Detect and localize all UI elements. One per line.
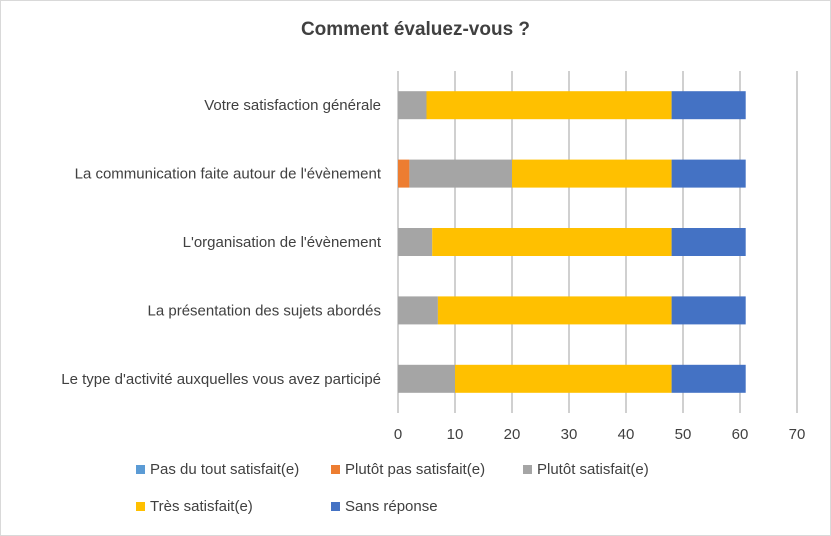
bar-segment xyxy=(671,91,746,120)
legend-label: Très satisfait(e) xyxy=(150,498,253,515)
category-label: La communication faite autour de l'évène… xyxy=(75,166,382,183)
legend-swatch xyxy=(136,502,145,511)
legend-label: Plutôt pas satisfait(e) xyxy=(345,461,486,478)
bar-segment xyxy=(398,296,438,325)
bar-segment xyxy=(671,228,746,256)
x-tick-label: 70 xyxy=(789,426,806,443)
bar-segment xyxy=(398,228,433,256)
legend-swatch xyxy=(136,465,145,474)
bar-segment xyxy=(426,91,672,120)
legend-swatch xyxy=(331,465,340,474)
x-tick-label: 30 xyxy=(561,426,578,443)
x-tick-label: 40 xyxy=(618,426,635,443)
bar-segment xyxy=(671,159,746,188)
legend-label: Pas du tout satisfait(e) xyxy=(150,461,300,478)
plot-area: 0 10 20 30 40 50 60 70 Votre satisfaction généra… xyxy=(61,71,806,443)
x-tick-label: 20 xyxy=(504,426,521,443)
bar-segment xyxy=(398,159,410,188)
bar-segment xyxy=(398,91,427,120)
legend-item: Pas du tout satisfait(e) xyxy=(136,461,299,478)
category-label: L'organisation de l'évènement xyxy=(183,234,382,251)
bar-segment xyxy=(398,364,455,393)
legend-label: Plutôt satisfait(e) xyxy=(537,461,649,478)
category-label: Votre satisfaction générale xyxy=(204,97,381,114)
legend-item: Très satisfait(e) xyxy=(136,498,253,515)
legend-swatch xyxy=(331,502,340,511)
bar-segment xyxy=(437,296,672,325)
bar-segment xyxy=(432,228,672,256)
legend-label: Sans réponse xyxy=(345,498,438,515)
legend-item: Sans réponse xyxy=(331,498,438,515)
bar-segment xyxy=(409,159,512,188)
chart-title: Comment évaluez-vous ? xyxy=(300,19,531,40)
x-tick-label: 50 xyxy=(675,426,692,443)
x-tick-label: 0 xyxy=(394,426,402,443)
x-tick-label: 60 xyxy=(732,426,749,443)
legend-item: Plutôt satisfait(e) xyxy=(523,461,649,478)
legend-item: Plutôt pas satisfait(e) xyxy=(331,461,485,478)
bar-segment xyxy=(455,364,672,393)
x-tick-label: 10 xyxy=(447,426,464,443)
bar-segment xyxy=(671,296,746,325)
legend-swatch xyxy=(523,465,532,474)
category-label: La présentation des sujets abordés xyxy=(148,302,382,319)
bar-segment xyxy=(512,159,672,188)
category-label: Le type d'activité auxquelles vous avez … xyxy=(61,371,381,388)
bar-segment xyxy=(671,364,746,393)
